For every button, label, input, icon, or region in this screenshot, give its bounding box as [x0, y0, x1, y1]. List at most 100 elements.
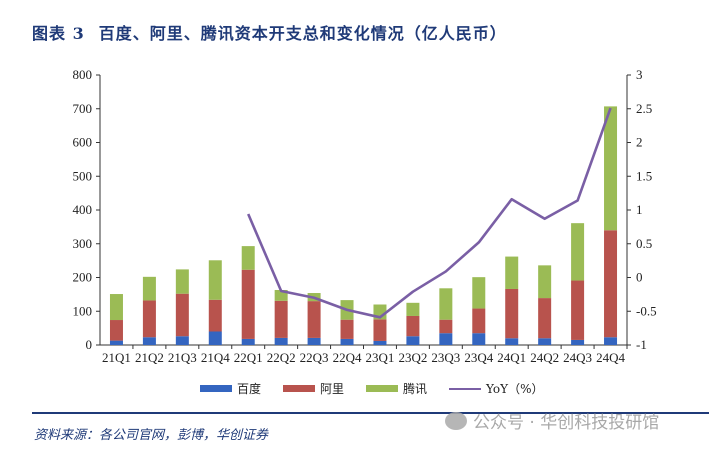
- legend-label-ali: 阿里: [320, 382, 345, 396]
- x-tick-label: 22Q3: [300, 350, 329, 365]
- bar-tencent: [208, 260, 222, 300]
- bar-baidu: [241, 338, 255, 345]
- legend-swatch-tencent: [366, 385, 399, 392]
- x-tick-label: 21Q3: [168, 350, 197, 365]
- x-tick-label: 24Q4: [596, 350, 625, 365]
- bar-baidu: [406, 336, 420, 345]
- watermark: 公众号 · 华创科技投研馆: [445, 408, 659, 433]
- bar-ali: [505, 288, 519, 339]
- watermark-text: 公众号 · 华创科技投研馆: [473, 413, 660, 433]
- bar-baidu: [175, 336, 189, 345]
- y2-tick-label: 3: [636, 67, 643, 82]
- legend-swatch-yoy: [449, 387, 482, 390]
- bar-baidu: [571, 339, 585, 345]
- y-tick-label: 0: [86, 337, 93, 352]
- x-tick-label: 24Q2: [530, 350, 559, 365]
- bar-tencent: [505, 256, 519, 289]
- wechat-icon: [445, 411, 467, 430]
- figure-title: 图表 3 百度、阿里、腾讯资本开支总和变化情况（亿人民币）: [32, 20, 507, 44]
- bar-ali: [406, 315, 420, 337]
- x-tick-label: 23Q4: [464, 350, 493, 365]
- y-tick-label: 300: [73, 236, 93, 251]
- bar-ali: [538, 298, 552, 339]
- x-tick-label: 23Q1: [366, 350, 395, 365]
- legend-item-baidu: 百度: [200, 380, 261, 397]
- bar-tencent: [538, 265, 552, 299]
- bar-baidu: [208, 331, 222, 345]
- bar-baidu: [109, 340, 123, 345]
- bar-tencent: [406, 302, 420, 316]
- bar-baidu: [439, 333, 453, 345]
- bar-ali: [340, 319, 354, 339]
- figure-number: 图表 3: [32, 24, 85, 43]
- bar-baidu: [373, 340, 387, 345]
- bar-ali: [175, 293, 189, 337]
- x-tick-label: 24Q3: [563, 350, 592, 365]
- x-tick-label: 24Q1: [497, 350, 526, 365]
- y-tick-label: 200: [73, 270, 93, 285]
- bar-ali: [439, 319, 453, 334]
- x-tick-label: 21Q2: [135, 350, 164, 365]
- legend-swatch-ali: [283, 385, 316, 392]
- bar-ali: [472, 308, 486, 334]
- y2-tick-label: 0.5: [636, 236, 652, 251]
- bar-baidu: [472, 333, 486, 345]
- source-note: 资料来源：各公司官网，彭博，华创证券: [34, 428, 269, 443]
- x-tick-label: 23Q2: [398, 350, 427, 365]
- x-tick-label: 22Q1: [234, 350, 263, 365]
- bar-ali: [142, 300, 156, 338]
- yoy-line: [247, 107, 612, 319]
- x-tick-label: 21Q1: [102, 350, 131, 365]
- bar-ali: [571, 280, 585, 340]
- bar-ali: [307, 301, 321, 338]
- y-tick-label: 500: [73, 168, 93, 183]
- bar-tencent: [472, 277, 486, 309]
- footer-divider: [32, 412, 709, 414]
- bar-ali: [373, 319, 387, 341]
- y2-tick-label: 0: [636, 270, 643, 285]
- x-tick-label: 22Q4: [333, 350, 362, 365]
- bar-tencent: [571, 223, 585, 281]
- y-tick-label: 600: [73, 135, 93, 150]
- bar-ali: [208, 299, 222, 332]
- bar-baidu: [538, 338, 552, 345]
- legend-item-ali: 阿里: [283, 380, 344, 397]
- legend-label-baidu: 百度: [237, 382, 262, 396]
- y-tick-label: 100: [73, 303, 93, 318]
- bar-tencent: [439, 288, 453, 320]
- bar-tencent: [604, 106, 618, 231]
- y2-tick-label: 2: [636, 135, 643, 150]
- y2-tick-label: -0.5: [636, 303, 657, 318]
- bar-baidu: [340, 338, 354, 345]
- bar-baidu: [505, 338, 519, 345]
- legend: 百度 阿里 腾讯 YoY（%）: [200, 380, 543, 397]
- bar-tencent: [175, 269, 189, 294]
- bar-tencent: [274, 289, 288, 301]
- y2-tick-label: 2.5: [636, 101, 652, 116]
- bar-tencent: [109, 294, 123, 321]
- legend-swatch-baidu: [200, 385, 232, 392]
- figure-title-text: 百度、阿里、腾讯资本开支总和变化情况（亿人民币）: [98, 24, 507, 43]
- bar-tencent: [142, 276, 156, 301]
- bar-baidu: [274, 337, 288, 345]
- bar-baidu: [142, 337, 156, 345]
- legend-label-tencent: 腾讯: [403, 382, 428, 396]
- y-tick-label: 400: [73, 202, 93, 217]
- bar-ali: [604, 230, 618, 338]
- y2-tick-label: -1: [636, 337, 647, 352]
- bar-baidu: [604, 337, 618, 345]
- y-tick-label: 700: [73, 101, 93, 116]
- x-tick-label: 23Q3: [431, 350, 460, 365]
- legend-item-tencent: 腾讯: [366, 380, 427, 397]
- x-tick-label: 22Q2: [267, 350, 296, 365]
- bar-ali: [109, 320, 123, 341]
- y-tick-label: 800: [73, 67, 93, 82]
- bar-ali: [241, 269, 255, 339]
- y2-tick-label: 1.5: [636, 168, 652, 183]
- legend-item-yoy: YoY（%）: [449, 380, 543, 397]
- y2-tick-label: 1: [636, 202, 643, 217]
- bar-baidu: [307, 337, 321, 345]
- x-tick-label: 21Q4: [201, 350, 230, 365]
- bar-ali: [274, 300, 288, 338]
